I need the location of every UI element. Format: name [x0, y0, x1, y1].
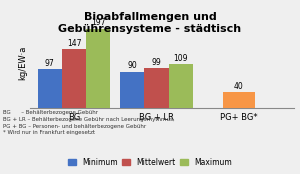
Text: Bioabfallmengen und
Gebührensysteme - städtisch: Bioabfallmengen und Gebührensysteme - st…: [58, 12, 242, 34]
Legend: Minimum, Mittelwert, Maximum: Minimum, Mittelwert, Maximum: [67, 156, 233, 168]
Bar: [169, 64, 193, 108]
Text: 109: 109: [173, 54, 188, 63]
Bar: [223, 92, 255, 108]
Bar: [86, 29, 110, 108]
Y-axis label: kg/EW·a: kg/EW·a: [18, 45, 27, 80]
Text: 147: 147: [67, 39, 81, 48]
Text: 97: 97: [45, 59, 55, 68]
Bar: [144, 68, 169, 108]
Text: 99: 99: [152, 58, 161, 67]
Text: 197: 197: [91, 18, 106, 27]
Text: 90: 90: [128, 61, 137, 70]
Bar: [120, 72, 144, 108]
Text: BG      – Behälterbezogene Gebühr
BG + LR – Behälterbezogene Gebühr nach Leerung: BG – Behälterbezogene Gebühr BG + LR – B…: [3, 110, 175, 135]
Bar: [62, 49, 86, 108]
Bar: [38, 69, 62, 108]
Text: 40: 40: [234, 82, 244, 91]
